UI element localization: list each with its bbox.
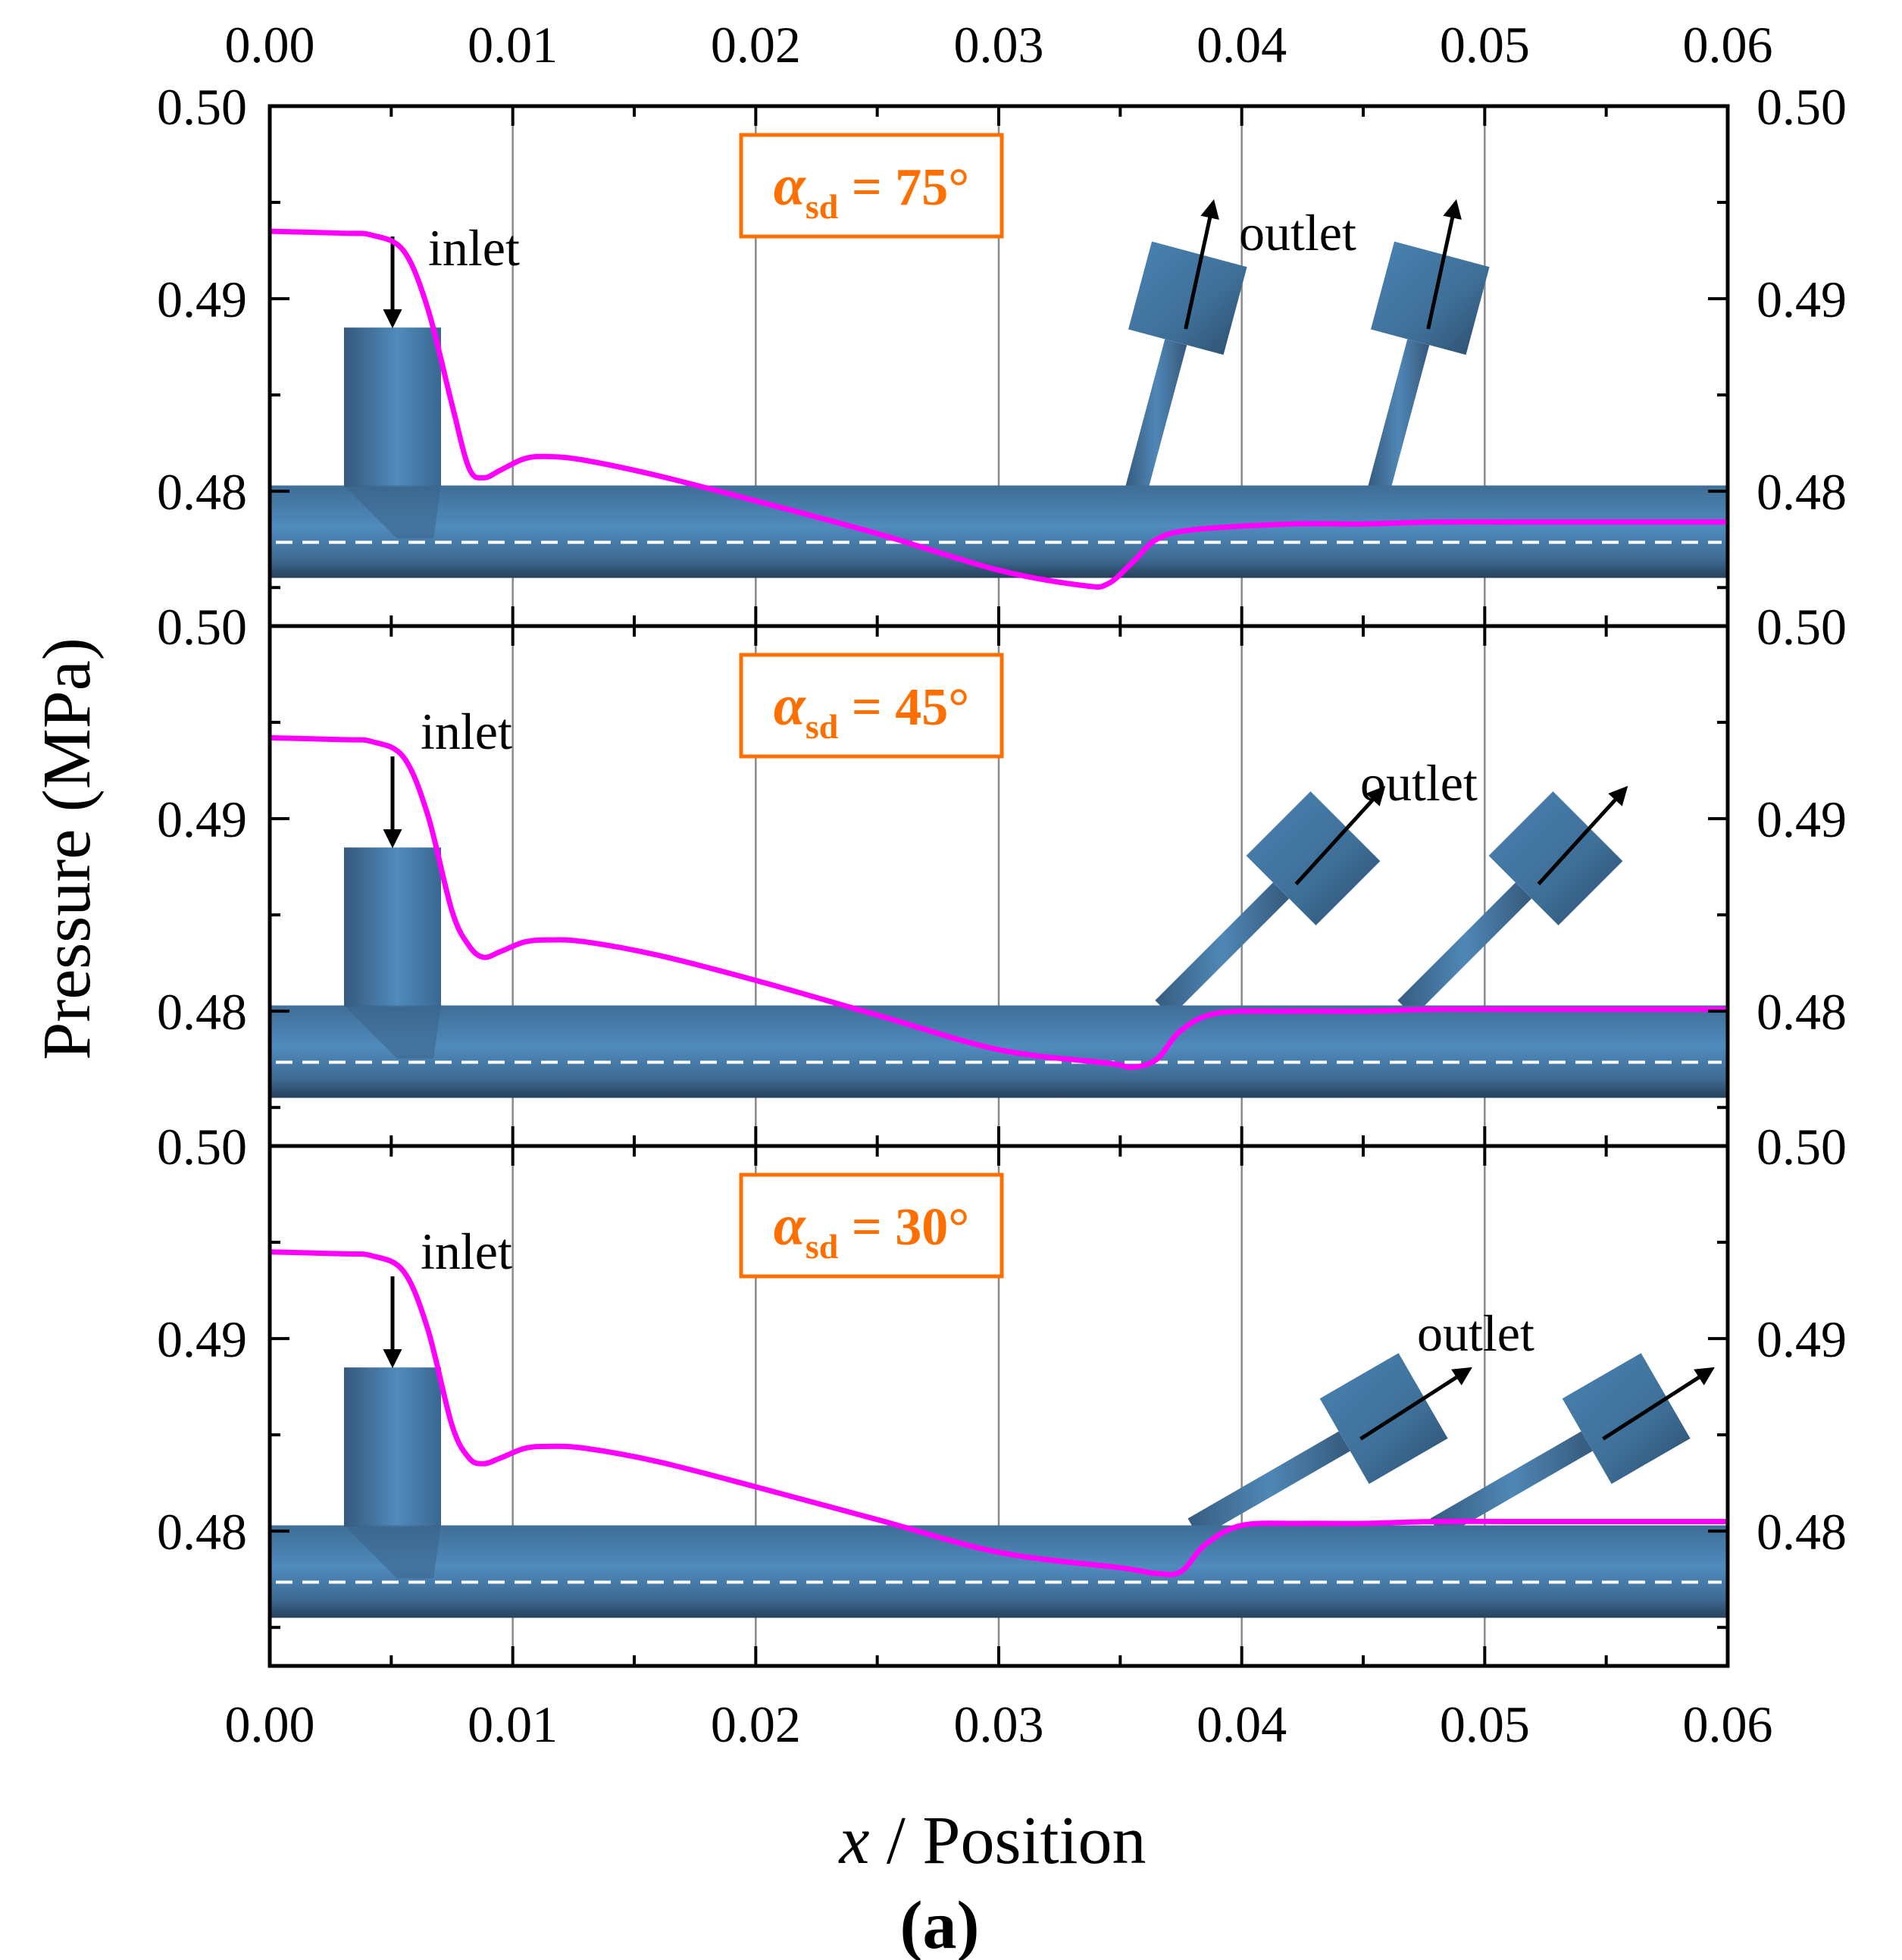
inlet-pipe [344,327,441,487]
y-tick-label-right: 0.48 [1757,1503,1847,1561]
x-tick-label-top: 0.06 [1683,16,1773,74]
x-tick-label-bottom: 0.04 [1197,1695,1287,1753]
x-axis-title-text: / Position [869,1803,1146,1878]
x-axis-title-variable: x [837,1803,869,1878]
x-tick-labels-top: 0.00 0.01 0.02 0.03 0.04 0.05 0.06 [225,16,1773,74]
y-tick-label-left: 0.50 [157,1118,247,1176]
alpha-subscript: sd [806,187,839,226]
outlet-arrow [1294,785,1386,886]
outlet-arrow [1537,785,1628,886]
x-tick-label-bottom: 0.01 [468,1695,558,1753]
pressure-curve [269,734,1728,1070]
inlet-joint-shade [344,485,441,539]
x-axis-title: x / Position [837,1803,1146,1878]
y-tick-label-right: 0.48 [1757,463,1847,521]
y-tick-label-left: 0.49 [157,271,247,328]
pressure-curve [269,1249,1728,1577]
alpha-box-frame [739,653,1004,759]
outlet-cap [1488,791,1623,925]
outlet-cap [1128,241,1247,355]
inlet-pipe [344,847,441,1007]
outlet-cap [1562,1353,1691,1484]
outlet-branch [1368,339,1430,492]
outlet-branch [1397,882,1532,1017]
y-tick-label-left: 0.48 [157,463,247,521]
x-tick-label-bottom: 0.06 [1683,1695,1773,1753]
inlet-label: inlet [428,219,520,277]
y-tick-label-right: 0.50 [1757,78,1847,136]
alpha-label: αsd = 45° [774,674,969,746]
x-tick-labels-bottom: 0.00 0.01 0.02 0.03 0.04 0.05 0.06 [225,1695,1773,1753]
outlet-branch [1125,339,1187,492]
pipe-illustration: inlet outlet [271,199,1726,578]
inlet-joint-shade [344,1005,441,1059]
y-tick-label-left: 0.49 [157,1310,247,1368]
y-tick-label-right: 0.49 [1757,271,1847,328]
y-tick-label-right: 0.49 [1757,791,1847,848]
inlet-label: inlet [421,703,512,760]
outlet-branch [1155,882,1290,1017]
outlet-cap [1246,791,1381,925]
alpha-subscript: sd [806,1227,839,1266]
inlet-joint-shade [344,1525,441,1579]
x-tick-label-top: 0.02 [711,16,801,74]
pipe-illustration: inlet outlet [271,1223,1726,1618]
y-tick-label-left: 0.50 [157,598,247,656]
alpha-symbol: α [774,674,807,737]
x-tick-label-top: 0.03 [954,16,1044,74]
alpha-value: = 30° [838,1198,969,1257]
alpha-label-box: αsd = 75° [739,133,1004,239]
y-tick-label-left: 0.50 [157,78,247,136]
alpha-subscript: sd [806,707,839,746]
alpha-symbol: α [774,1194,807,1257]
y-tick-label-right: 0.50 [1757,598,1847,656]
y-tick-label-left: 0.49 [157,791,247,848]
alpha-value: = 75° [838,158,969,217]
x-tick-label-top: 0.01 [468,16,558,74]
outlet-branch [1430,1431,1593,1539]
y-tick-label-left: 0.48 [157,1503,247,1561]
outlet-cap [1319,1353,1448,1484]
outlet-arrow [1426,199,1462,330]
panel-1: inlet outlet αsd = 75° 0.48 0.48 0.49 0.49 0.50… [157,78,1847,628]
x-tick-label-bottom: 0.00 [225,1695,315,1753]
y-tick-label-right: 0.49 [1757,1310,1847,1368]
x-tick-label-top: 0.05 [1440,16,1530,74]
outlet-label: outlet [1417,1304,1534,1362]
panel-3: inlet outlet αsd = 30° 0.48 0.48 0.49 0.49 0.50… [157,1118,1847,1668]
outlet-arrow [1602,1367,1715,1441]
main-pipe [271,1525,1726,1618]
alpha-box-frame [739,133,1004,239]
alpha-box-frame [739,1173,1004,1279]
x-tick-label-top: 0.04 [1197,16,1287,74]
inlet-pipe [344,1367,441,1527]
alpha-label: αsd = 75° [774,154,969,226]
outlet-arrow [1184,199,1219,330]
alpha-label-box: αsd = 30° [739,1173,1004,1279]
alpha-label-box: αsd = 45° [739,653,1004,759]
alpha-value: = 45° [838,678,969,737]
alpha-label: αsd = 30° [774,1194,969,1266]
figure-label: (a) [900,1888,980,1960]
outlet-cap [1370,241,1490,355]
x-tick-label-bottom: 0.02 [711,1695,801,1753]
panel-2: inlet outlet αsd = 45° 0.48 0.48 0.49 0.49 0.50… [157,598,1847,1148]
y-axis-title: Pressure (MPa) [30,637,105,1060]
inlet-label: inlet [421,1223,512,1280]
alpha-symbol: α [774,154,807,218]
y-tick-label-right: 0.50 [1757,1118,1847,1176]
outlet-arrow [1359,1367,1472,1441]
outlet-label: outlet [1360,754,1478,812]
x-tick-label-bottom: 0.05 [1440,1695,1530,1753]
y-tick-label-left: 0.48 [157,983,247,1041]
x-tick-label-bottom: 0.03 [954,1695,1044,1753]
pressure-curve [269,228,1728,590]
x-tick-label-top: 0.00 [225,16,315,74]
outlet-branch [1187,1431,1350,1539]
outlet-label: outlet [1239,204,1356,261]
y-tick-label-right: 0.48 [1757,983,1847,1041]
main-pipe [271,485,1726,578]
